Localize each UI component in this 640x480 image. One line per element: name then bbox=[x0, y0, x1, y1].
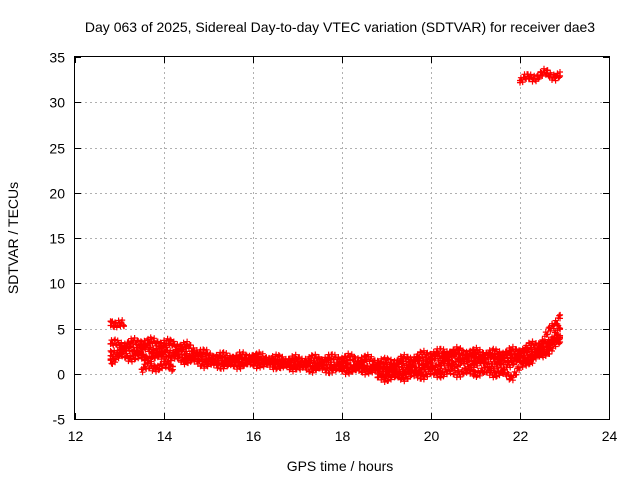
data-point bbox=[116, 341, 123, 348]
x-tick-label: 14 bbox=[157, 428, 173, 444]
x-tick-label: 24 bbox=[602, 428, 618, 444]
data-point bbox=[499, 369, 506, 376]
data-point bbox=[339, 366, 345, 373]
data-point bbox=[272, 361, 279, 368]
y-tick-label: 25 bbox=[49, 141, 65, 157]
y-tick-label: 10 bbox=[49, 276, 65, 292]
x-tick-label: 20 bbox=[424, 428, 440, 444]
data-point bbox=[107, 318, 114, 325]
data-point bbox=[361, 366, 368, 373]
data-point bbox=[107, 340, 114, 347]
data-point bbox=[472, 358, 479, 365]
data-point bbox=[419, 371, 426, 378]
data-point bbox=[138, 345, 145, 352]
data-point bbox=[116, 352, 123, 359]
data-point bbox=[557, 339, 564, 346]
data-point bbox=[525, 74, 532, 81]
x-axis-label: GPS time / hours bbox=[287, 458, 394, 474]
data-point bbox=[436, 369, 443, 376]
y-tick-label: 20 bbox=[49, 186, 65, 202]
data-point bbox=[557, 73, 564, 80]
y-axis-label: SDTVAR / TECUs bbox=[5, 182, 21, 294]
series-track-7 bbox=[517, 65, 564, 86]
data-point bbox=[392, 373, 399, 380]
plot-frame bbox=[74, 56, 610, 420]
grid bbox=[75, 57, 609, 419]
x-tick-label: 18 bbox=[335, 428, 351, 444]
data-point bbox=[450, 352, 457, 359]
series-track-4 bbox=[138, 358, 176, 376]
y-tick-label: 15 bbox=[49, 231, 65, 247]
data-point bbox=[120, 322, 127, 329]
data-point bbox=[205, 360, 212, 367]
data-point bbox=[227, 361, 234, 368]
data-point bbox=[543, 348, 550, 355]
y-tick-label: 0 bbox=[57, 367, 65, 383]
data-point bbox=[161, 348, 167, 355]
data-point bbox=[250, 359, 256, 366]
data-point bbox=[169, 363, 176, 370]
series-track-5 bbox=[374, 335, 564, 385]
y-tick-label: -5 bbox=[53, 412, 66, 428]
data-point bbox=[463, 368, 470, 375]
data-point bbox=[494, 361, 501, 368]
chart-title: Day 063 of 2025, Sidereal Day-to-day VTE… bbox=[85, 19, 595, 35]
tick-labels: 12 14 16 18 20 22 24 -5 0 5 10 15 20 25 30 35 bbox=[49, 50, 617, 445]
data-point bbox=[450, 359, 457, 366]
x-tick-label: 12 bbox=[68, 428, 84, 444]
x-tick-label: 16 bbox=[246, 428, 262, 444]
data-point bbox=[517, 77, 523, 84]
data-point bbox=[112, 320, 119, 327]
y-tick-label: 5 bbox=[57, 322, 65, 338]
data-point bbox=[107, 357, 114, 364]
x-tick-label: 22 bbox=[513, 428, 529, 444]
data-point bbox=[138, 354, 145, 361]
data-point bbox=[138, 366, 145, 373]
series-track-6 bbox=[107, 317, 127, 331]
y-tick-label: 30 bbox=[49, 95, 65, 111]
data-point bbox=[543, 70, 550, 77]
data-point bbox=[316, 365, 323, 372]
data-point bbox=[557, 311, 564, 318]
data-point bbox=[152, 363, 159, 370]
data-point bbox=[183, 356, 190, 363]
data-point bbox=[294, 363, 301, 370]
data-point bbox=[508, 373, 515, 380]
data-point bbox=[525, 357, 532, 364]
data-point bbox=[481, 368, 488, 375]
data-points bbox=[107, 65, 564, 385]
y-tick-label: 35 bbox=[49, 50, 65, 66]
data-point bbox=[557, 325, 564, 332]
data-point bbox=[534, 73, 541, 80]
data-point bbox=[374, 374, 381, 381]
